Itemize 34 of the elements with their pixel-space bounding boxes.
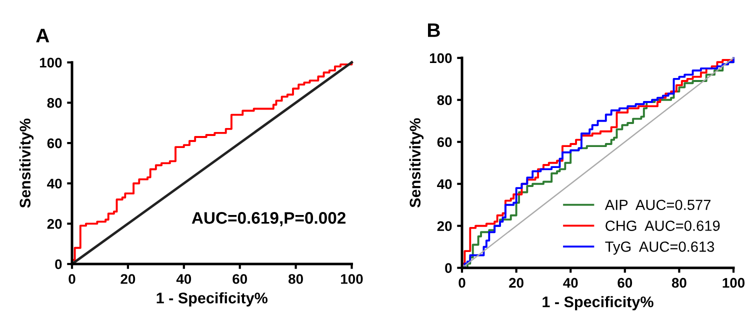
- x-tick-label: 80: [672, 278, 686, 288]
- x-tick-label: 60: [618, 278, 632, 288]
- x-tick-label: 80: [288, 274, 303, 284]
- y-tick-label: 0: [445, 263, 452, 274]
- legend-label: AIP AUC=0.577: [604, 200, 710, 210]
- x-axis-title: 1 - Specificity%: [156, 292, 268, 306]
- y-tick-label: 80: [47, 98, 62, 108]
- y-tick-label: 60: [437, 137, 452, 148]
- y-tick-label: 40: [437, 179, 452, 190]
- x-tick-label: 100: [341, 274, 363, 284]
- x-tick-label: 40: [176, 274, 192, 284]
- y-tick-label: 20: [437, 221, 452, 232]
- chart-title: A: [36, 28, 50, 42]
- x-tick-label: 0: [458, 278, 466, 288]
- x-tick-label: 20: [120, 274, 136, 284]
- y-tick-label: 60: [47, 138, 62, 148]
- y-tick-label: 0: [55, 259, 62, 270]
- chart-title: B: [428, 24, 440, 37]
- y-tick-label: 100: [430, 53, 452, 64]
- y-tick-label: 20: [47, 219, 62, 229]
- legend-label: TyG AUC=0.613: [605, 242, 714, 255]
- x-axis-title: 1 - Specificity%: [542, 296, 654, 310]
- x-tick-label: 40: [563, 278, 578, 288]
- y-axis-title: Sensitivity%: [19, 118, 34, 208]
- y-tick-label: 80: [437, 95, 452, 106]
- x-tick-label: 100: [722, 278, 745, 288]
- y-tick-label: 100: [40, 58, 62, 68]
- x-tick-label: 0: [68, 274, 76, 284]
- y-axis-title: Sensitivity%: [409, 118, 424, 208]
- legend-label: CHG AUC=0.619: [606, 220, 720, 231]
- annotation: AUC=0.619,P=0.002: [192, 212, 346, 226]
- y-tick-label: 40: [47, 178, 62, 189]
- x-tick-label: 20: [509, 278, 524, 288]
- x-tick-label: 60: [232, 274, 248, 284]
